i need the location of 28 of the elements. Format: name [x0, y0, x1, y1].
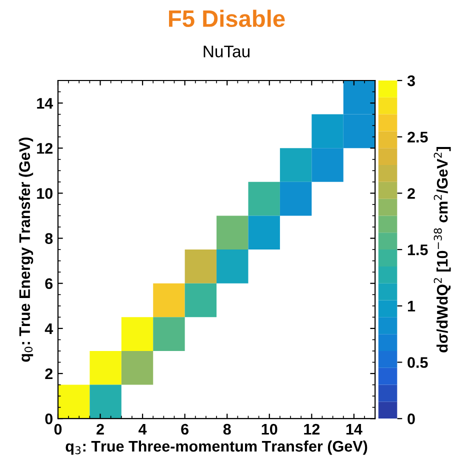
x-tick-label: 6 [181, 424, 189, 435]
x-tick-label: 2 [96, 424, 104, 435]
y-tick-label: 12 [37, 142, 53, 154]
x-tick-label: 10 [262, 424, 278, 435]
y-tick-label: 4 [44, 323, 54, 334]
x-tick-label: 14 [346, 424, 362, 435]
y-tick-label: 6 [45, 278, 53, 290]
x-tick-label: 12 [304, 424, 320, 435]
color-bar-label: 2.5 [408, 132, 428, 143]
color-bar-label: 3 [407, 75, 415, 86]
chart-title: F5 Disable [169, 10, 285, 28]
x-tick-label: 4 [138, 424, 147, 435]
x-tick-label: 0 [54, 424, 62, 435]
color-bar-label: 0.5 [408, 357, 428, 368]
text: dσ/dWdQ$^{2}$ [10$^{−38}$ cm$^{2}$/GeV$^{2}$] [434, 147, 451, 352]
color-bar-label: 1 [408, 300, 416, 312]
y-axis-title: q$_{0}$: True Energy Transfer (GeV) [18, 138, 34, 362]
y-tick-label: 0 [45, 413, 52, 424]
color-bar-label: 1.5 [408, 244, 428, 256]
y-tick-label: 2 [45, 368, 53, 380]
y-tick-label: 14 [37, 98, 54, 109]
y-tick-label: 8 [45, 233, 53, 244]
x-axis-title: q$_{3}$: True Three-momentum Transfer (GeV) [66, 440, 368, 455]
color-bar-label: 0 [408, 413, 415, 424]
color-bar-label: 2 [408, 188, 415, 199]
y-tick-label: 10 [37, 188, 52, 199]
chart-subtitle: NuTau [204, 46, 250, 58]
x-tick-label: 8 [223, 424, 231, 435]
